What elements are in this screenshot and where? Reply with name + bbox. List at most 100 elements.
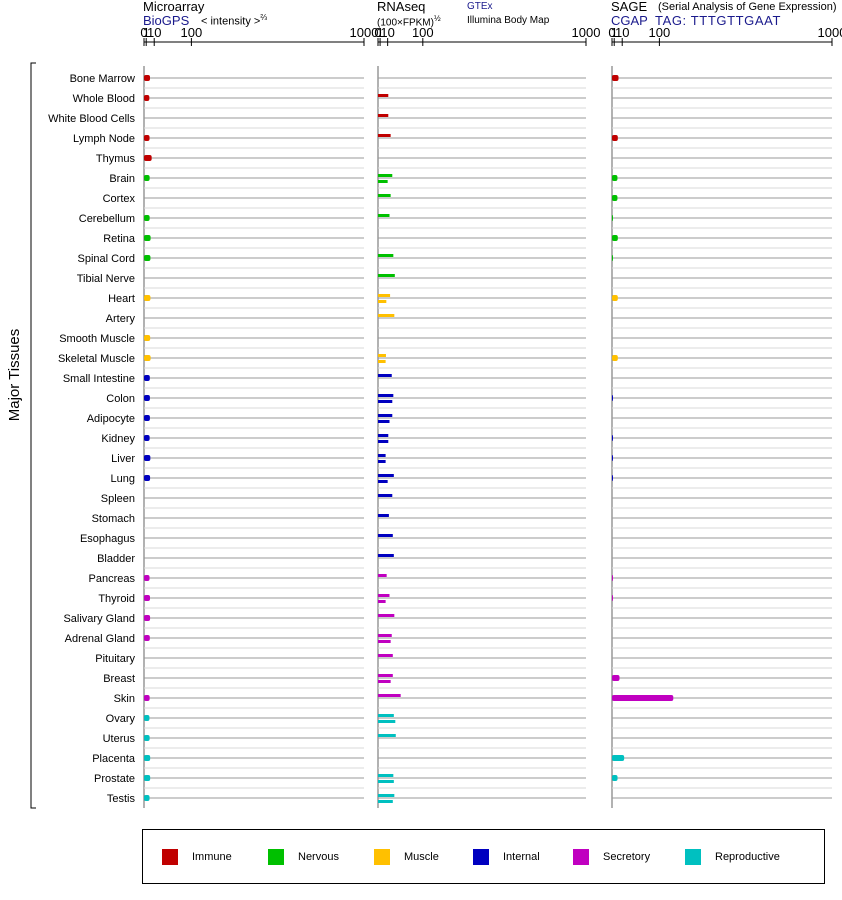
bar: [144, 475, 151, 481]
bar: [144, 375, 150, 381]
bar: [378, 734, 396, 737]
biogps-source: BioGPS: [143, 13, 190, 28]
bar: [378, 434, 389, 437]
bar: [378, 534, 393, 537]
bar: [612, 575, 613, 581]
x-tick-label: 1000: [818, 25, 842, 40]
bar: [378, 694, 401, 697]
category-label: Whole Blood: [73, 93, 135, 105]
bar: [378, 134, 391, 137]
x-tick-label: 10: [615, 25, 629, 40]
bar: [378, 654, 393, 657]
category-label: Uterus: [103, 733, 136, 745]
legend-swatch: [374, 849, 390, 865]
bar: [378, 400, 393, 403]
bar: [612, 295, 618, 301]
bar: [378, 174, 393, 177]
rnaseq-title: RNAseq: [377, 0, 426, 14]
bar: [144, 715, 150, 721]
x-tick-label: 100: [649, 25, 671, 40]
category-label: White Blood Cells: [48, 113, 135, 125]
legend-item-internal: Internal: [473, 849, 540, 865]
bar: [378, 414, 393, 417]
category-label: Thymus: [96, 153, 136, 165]
category-label: Thyroid: [98, 593, 135, 605]
category-label: Breast: [103, 673, 135, 685]
microarray-title: Microarray: [143, 0, 205, 14]
bar: [144, 755, 151, 761]
bar: [378, 180, 388, 183]
x-tick-label: 1: [143, 25, 150, 40]
x-tick-label: 100: [181, 25, 203, 40]
microarray-scale-label: < intensity >⅔: [201, 13, 267, 28]
bar: [378, 314, 395, 317]
bar: [378, 574, 387, 577]
legend-swatch: [685, 849, 701, 865]
bar: [378, 374, 392, 377]
category-label: Ovary: [106, 713, 136, 725]
category-label: Bone Marrow: [70, 73, 135, 85]
bar: [612, 675, 620, 681]
bar: [378, 680, 391, 683]
bar: [378, 714, 394, 717]
category-label: Colon: [106, 393, 135, 405]
bar: [378, 594, 390, 597]
bar: [378, 640, 391, 643]
bar: [378, 194, 391, 197]
bar: [378, 360, 386, 363]
bar: [612, 215, 613, 221]
bar: [144, 395, 150, 401]
category-label: Prostate: [94, 773, 135, 785]
bar: [378, 614, 395, 617]
bar: [144, 75, 150, 81]
tissue-bracket: [30, 62, 36, 809]
category-label: Artery: [106, 313, 136, 325]
bar: [144, 415, 150, 421]
legend-swatch: [162, 849, 178, 865]
bar: [144, 735, 150, 741]
category-label: Kidney: [101, 433, 135, 445]
bar: [144, 255, 151, 261]
bar: [378, 474, 394, 477]
category-label: Lymph Node: [73, 133, 135, 145]
category-label: Esophagus: [80, 533, 136, 545]
bar: [144, 635, 150, 641]
bar: [378, 114, 389, 117]
category-label: Skeletal Muscle: [58, 353, 135, 365]
category-label: Placenta: [92, 753, 136, 765]
category-label: Adipocyte: [87, 413, 135, 425]
bar: [144, 695, 150, 701]
category-label: Retina: [103, 233, 136, 245]
category-label: Bladder: [97, 553, 135, 565]
category-label: Cerebellum: [79, 213, 135, 225]
bar: [612, 235, 618, 241]
bar: [378, 294, 391, 297]
x-tick-label: 10: [380, 25, 394, 40]
x-tick-label: 1000: [572, 25, 601, 40]
bar: [378, 674, 393, 677]
bar: [378, 514, 389, 517]
sage-subtitle: (Serial Analysis of Gene Expression): [658, 1, 837, 13]
bar: [378, 94, 389, 97]
category-label: Heart: [108, 293, 135, 305]
bar: [144, 795, 150, 801]
bar: [378, 274, 395, 277]
bar: [144, 335, 151, 341]
category-label: Adrenal Gland: [65, 633, 135, 645]
bar: [144, 575, 150, 581]
category-label: Small Intestine: [63, 373, 135, 385]
x-tick-label: 1: [611, 25, 618, 40]
illumina-source: Illumina Body Map: [467, 15, 550, 26]
bar: [144, 435, 150, 441]
bar: [378, 254, 394, 257]
bar: [378, 300, 387, 303]
category-label: Cortex: [103, 193, 136, 205]
bar: [612, 755, 625, 761]
bar: [612, 455, 613, 461]
category-label: Lung: [111, 473, 135, 485]
bar: [612, 175, 618, 181]
category-label: Salivary Gland: [63, 613, 135, 625]
gtex-source: GTEx: [467, 1, 493, 12]
rnaseq-unit: (100×FPKM)½: [377, 14, 441, 29]
